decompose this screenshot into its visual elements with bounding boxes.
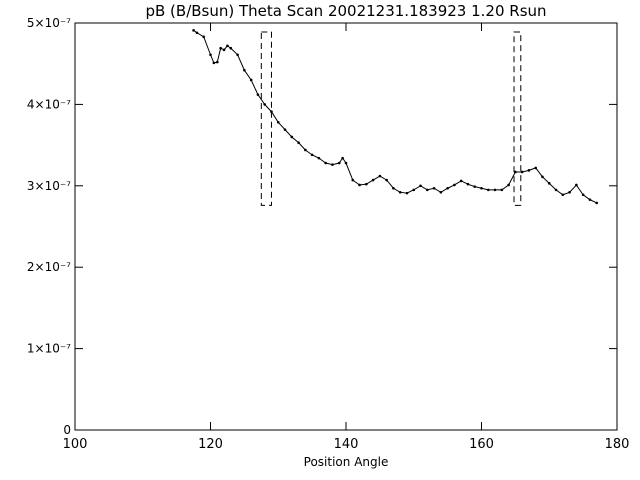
data-point bbox=[480, 186, 483, 190]
data-point bbox=[581, 193, 585, 197]
y-tick-label: 2×10⁻⁷ bbox=[27, 260, 71, 274]
data-point bbox=[554, 188, 558, 192]
data-point bbox=[466, 182, 470, 186]
y-tick-label: 5×10⁻⁷ bbox=[27, 16, 71, 30]
x-tick-label: 160 bbox=[469, 437, 494, 452]
data-point bbox=[270, 110, 273, 114]
data-point bbox=[263, 103, 267, 106]
data-point bbox=[331, 163, 334, 166]
data-point bbox=[412, 188, 416, 192]
data-point bbox=[426, 188, 429, 192]
data-point bbox=[398, 191, 402, 194]
data-point bbox=[439, 191, 443, 194]
data-point bbox=[473, 185, 477, 188]
x-tick-label: 120 bbox=[198, 437, 223, 452]
data-point bbox=[385, 178, 388, 182]
data-point bbox=[520, 170, 524, 174]
data-point bbox=[392, 186, 395, 190]
y-tick-label: 0 bbox=[63, 423, 71, 437]
data-point bbox=[405, 191, 409, 195]
plot-frame bbox=[74, 22, 618, 431]
data-point bbox=[541, 175, 544, 179]
data-point bbox=[432, 186, 436, 190]
y-tick-label: 3×10⁻⁷ bbox=[27, 179, 71, 193]
x-tick-label: 140 bbox=[334, 437, 359, 452]
y-tick-label: 4×10⁻⁷ bbox=[27, 97, 71, 111]
data-point bbox=[249, 78, 253, 82]
data-point bbox=[527, 169, 531, 172]
data-point bbox=[500, 188, 504, 192]
data-point bbox=[486, 188, 490, 192]
data-point bbox=[341, 156, 344, 160]
data-point bbox=[514, 170, 517, 174]
data-point bbox=[337, 161, 341, 165]
x-axis-label: Position Angle bbox=[304, 455, 389, 469]
chart-title: pB (B/Bsun) Theta Scan 20021231.183923 1… bbox=[145, 2, 546, 20]
y-tick-label: 1×10⁻⁷ bbox=[27, 342, 71, 356]
data-point bbox=[547, 182, 551, 185]
data-point bbox=[215, 60, 219, 64]
data-point bbox=[226, 44, 229, 48]
data-point bbox=[283, 128, 287, 131]
data-point bbox=[568, 191, 571, 194]
data-point bbox=[419, 184, 422, 188]
data-point bbox=[595, 201, 598, 205]
data-point bbox=[507, 183, 510, 187]
data-point bbox=[365, 182, 368, 186]
data-point bbox=[212, 61, 216, 65]
data-point bbox=[304, 148, 307, 152]
data-point bbox=[493, 188, 497, 192]
data-point bbox=[588, 198, 592, 201]
highlight-box bbox=[513, 31, 522, 206]
data-point bbox=[243, 68, 246, 72]
data-point bbox=[351, 178, 355, 182]
data-point bbox=[290, 135, 294, 139]
data-point bbox=[276, 121, 280, 124]
data-point bbox=[317, 156, 321, 160]
data-point bbox=[561, 193, 565, 197]
highlight-box bbox=[260, 31, 272, 206]
data-point bbox=[534, 166, 537, 170]
data-point bbox=[371, 178, 375, 182]
data-point bbox=[324, 161, 327, 165]
data-point bbox=[297, 141, 300, 144]
data-point bbox=[219, 46, 222, 50]
data-point bbox=[446, 186, 449, 190]
data-point bbox=[256, 93, 260, 96]
data-point bbox=[236, 53, 239, 57]
data-point bbox=[229, 46, 233, 50]
data-point bbox=[453, 183, 456, 187]
data-point bbox=[575, 183, 578, 187]
data-point bbox=[195, 31, 199, 35]
data-point bbox=[192, 29, 195, 32]
data-line bbox=[193, 29, 597, 204]
data-point bbox=[310, 153, 314, 157]
data-point bbox=[358, 183, 361, 187]
data-point bbox=[222, 48, 226, 52]
x-tick-label: 100 bbox=[63, 437, 88, 452]
data-point bbox=[378, 174, 382, 178]
data-point bbox=[209, 53, 212, 57]
x-tick-label: 180 bbox=[605, 437, 630, 452]
data-point bbox=[459, 179, 463, 183]
data-point bbox=[202, 35, 206, 39]
data-point bbox=[344, 161, 348, 165]
